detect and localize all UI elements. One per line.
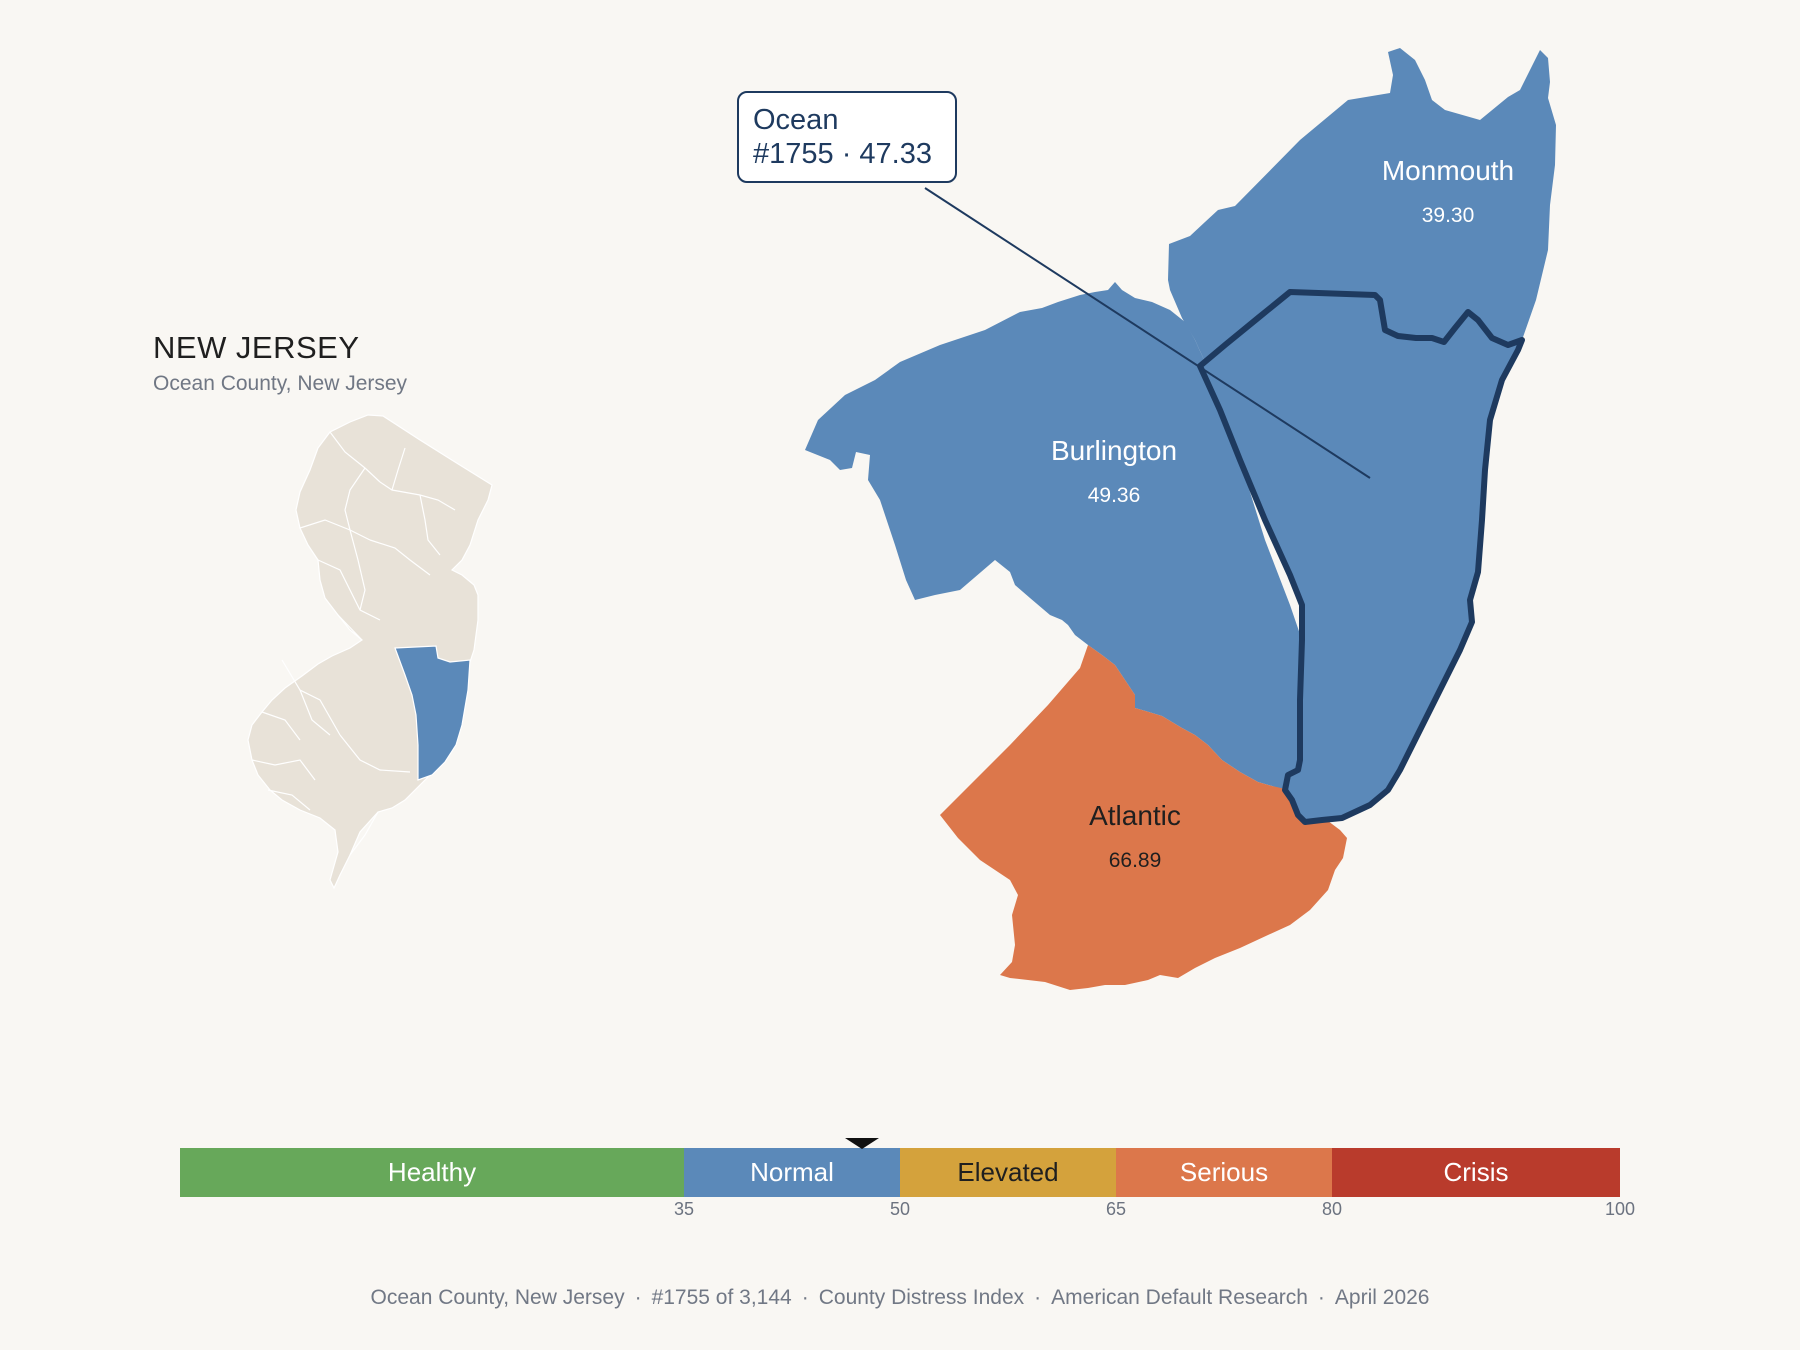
scale-segment-crisis: Crisis — [1332, 1148, 1620, 1197]
callout-county-name: Ocean — [753, 103, 941, 137]
scale-tick-label: 50 — [890, 1199, 910, 1220]
scale-tick-label: 100 — [1605, 1199, 1635, 1220]
footer-date: April 2026 — [1335, 1286, 1430, 1309]
footer-separator: · — [635, 1286, 642, 1309]
label-monmouth-value: 39.30 — [1422, 204, 1475, 227]
label-burlington-value: 49.36 — [1088, 484, 1141, 507]
scale-segment-elevated: Elevated — [900, 1148, 1116, 1197]
state-inset-map — [248, 415, 492, 888]
label-atlantic-value: 66.89 — [1109, 849, 1162, 872]
footer-rank: #1755 of 3,144 — [652, 1286, 792, 1309]
score-marker — [845, 1138, 879, 1149]
footer-separator: · — [1318, 1286, 1325, 1309]
scale-tick-label: 65 — [1106, 1199, 1126, 1220]
footer-source: American Default Research — [1051, 1286, 1308, 1309]
state-subtitle: Ocean County, New Jersey — [153, 372, 407, 396]
distress-scale-bar: Healthy Normal Elevated Serious Crisis — [180, 1148, 1620, 1197]
scale-segment-healthy: Healthy — [180, 1148, 684, 1197]
footer: Ocean County, New Jersey · #1755 of 3,144 ·… — [0, 1286, 1800, 1310]
scale-segment-serious: Serious — [1116, 1148, 1332, 1197]
footer-separator: · — [802, 1286, 809, 1309]
label-atlantic-name: Atlantic — [1089, 800, 1181, 831]
scale-segment-normal: Normal — [684, 1148, 900, 1197]
scale-tick-label: 35 — [674, 1199, 694, 1220]
footer-county: Ocean County, New Jersey — [371, 1286, 625, 1309]
footer-index: County Distress Index — [819, 1286, 1024, 1309]
scale-tick-label: 80 — [1322, 1199, 1342, 1220]
county-callout: Ocean #1755 · 47.33 — [737, 91, 957, 183]
inset-state-shape — [248, 415, 492, 888]
main-county-map — [805, 48, 1556, 990]
state-title: NEW JERSEY — [153, 330, 360, 366]
scale-tick-labels: 35 50 65 80 100 — [180, 1199, 1620, 1223]
footer-separator: · — [1034, 1286, 1041, 1309]
callout-rank-score: #1755 · 47.33 — [753, 137, 941, 171]
label-burlington-name: Burlington — [1051, 435, 1177, 466]
label-monmouth-name: Monmouth — [1382, 155, 1514, 186]
